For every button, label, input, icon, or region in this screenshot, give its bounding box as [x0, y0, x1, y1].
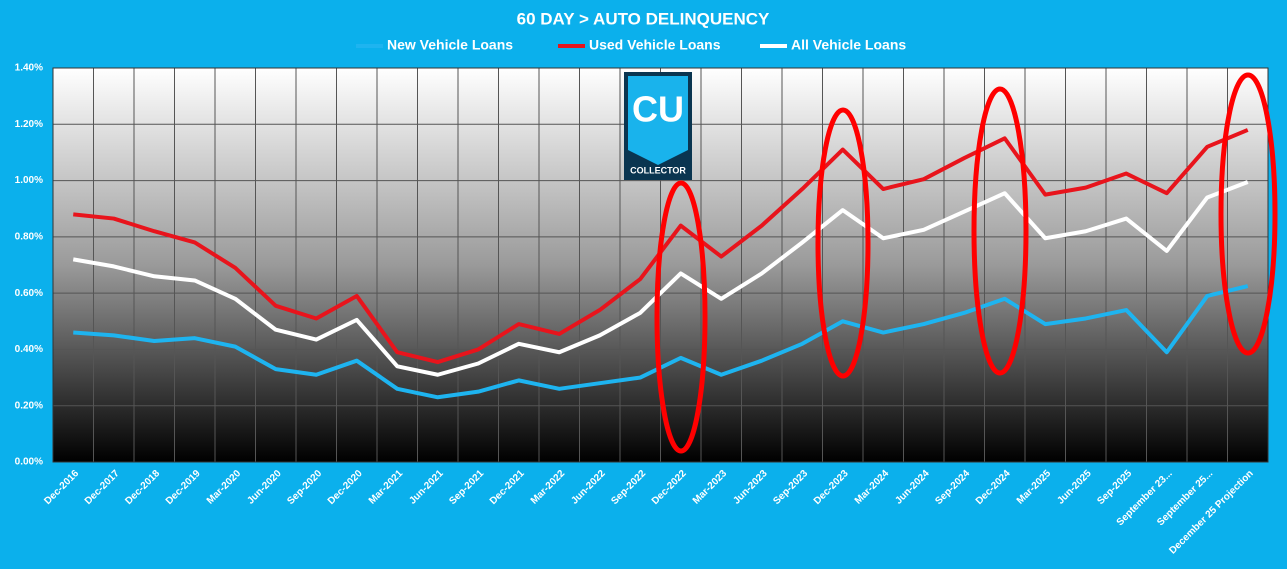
- x-tick-label: Mar-2023: [691, 468, 730, 507]
- x-tick-label: Sep-2024: [933, 468, 972, 507]
- x-tick-label: Dec-2022: [650, 468, 689, 507]
- logo-text: CU: [632, 89, 684, 130]
- y-tick-label: 1.00%: [15, 175, 43, 186]
- y-tick-label: 0.20%: [15, 400, 43, 411]
- y-tick-label: 0.60%: [15, 288, 43, 299]
- highlight-ellipse: [1218, 72, 1278, 356]
- x-tick-label: Sep-2025: [1095, 468, 1134, 507]
- x-tick-label: Jun-2022: [569, 468, 608, 507]
- x-tick-label: Jun-2023: [731, 468, 770, 507]
- y-tick-label: 0.80%: [15, 231, 43, 242]
- x-tick-label: Dec-2018: [123, 468, 162, 507]
- logo: CU COLLECTOR: [624, 72, 692, 180]
- logo-subtext: COLLECTOR: [630, 165, 686, 175]
- legend-label: New Vehicle Loans: [387, 37, 513, 53]
- x-tick-label: Sep-2021: [447, 468, 486, 507]
- x-tick-label: Sep-2020: [285, 468, 324, 507]
- x-tick-label: Mar-2025: [1015, 468, 1054, 507]
- x-tick-label: Jun-2020: [245, 468, 284, 507]
- y-tick-label: 0.00%: [15, 457, 43, 468]
- highlight-ellipse: [815, 107, 871, 379]
- highlight-ellipse: [654, 180, 708, 454]
- series-line: [72, 180, 1249, 377]
- x-tick-label: Sep-2022: [609, 468, 648, 507]
- x-tick-label: Dec-2024: [974, 468, 1013, 507]
- x-tick-label: Jun-2025: [1055, 468, 1094, 507]
- x-tick-label: Sep-2023: [771, 468, 810, 507]
- legend-label: All Vehicle Loans: [791, 37, 906, 53]
- x-tick-label: Mar-2020: [205, 468, 244, 507]
- y-tick-label: 1.40%: [15, 63, 43, 74]
- y-tick-label: 1.20%: [15, 119, 43, 130]
- chart-title: 60 DAY > AUTO DELINQUENCY: [517, 9, 770, 28]
- plot-border: [52, 67, 1269, 463]
- y-tick-label: 0.40%: [15, 344, 43, 355]
- x-tick-label: Dec-2017: [83, 468, 122, 507]
- x-tick-label: Jun-2021: [407, 468, 446, 507]
- x-tick-label: Dec-2023: [812, 468, 851, 507]
- legend-label: Used Vehicle Loans: [589, 37, 721, 53]
- x-tick-label: Dec-2021: [488, 468, 527, 507]
- x-tick-label: Mar-2021: [367, 468, 406, 507]
- x-tick-label: Dec-2020: [326, 468, 365, 507]
- x-tick-label: December 25 Projection: [1167, 468, 1255, 556]
- x-tick-label: Mar-2022: [529, 468, 568, 507]
- x-tick-label: Dec-2016: [42, 468, 81, 507]
- x-tick-label: Dec-2019: [164, 468, 203, 507]
- highlight-ellipse: [971, 86, 1029, 376]
- x-tick-label: Mar-2024: [853, 468, 892, 507]
- x-tick-label: Jun-2024: [893, 468, 932, 507]
- annotations: [654, 72, 1278, 454]
